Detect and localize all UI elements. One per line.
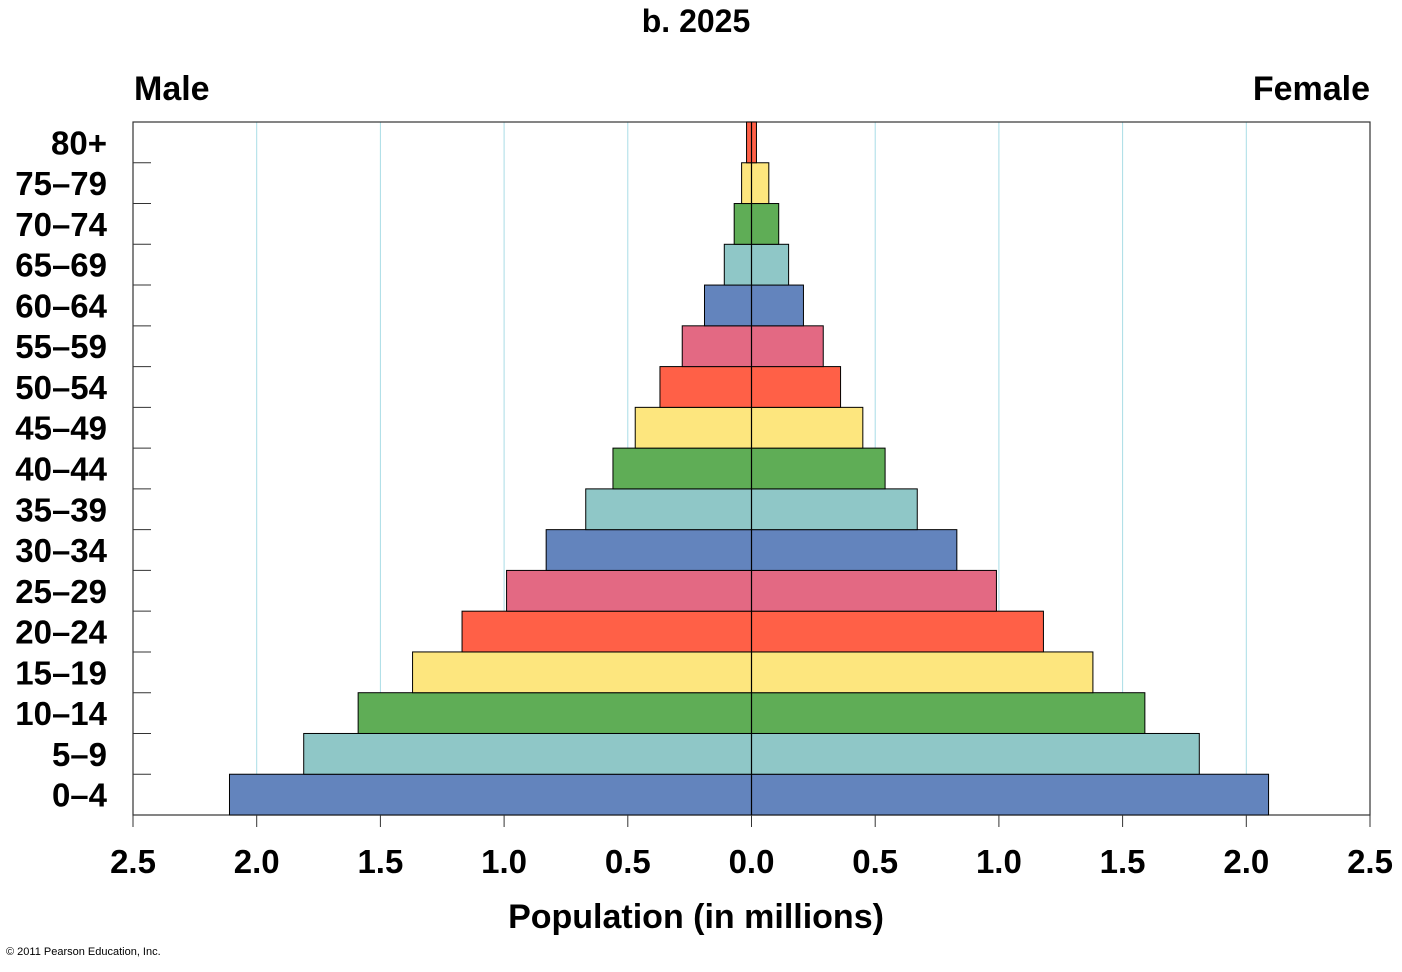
age-label: 25–29 [15,573,107,610]
bar-male-25–29 [506,569,752,612]
age-label: 30–34 [15,532,107,569]
age-label: 80+ [51,124,107,161]
x-tick-label: 2.5 [110,843,156,880]
bar-female-80+ [751,121,757,164]
age-label: 0–4 [52,777,108,814]
age-label: 70–74 [15,206,107,243]
bar-female-50–54 [751,366,842,408]
x-tick-label: 1.5 [357,843,403,880]
bar-male-10–14 [357,692,752,734]
bar-male-55–59 [681,325,753,368]
bar-female-55–59 [751,325,824,368]
bar-female-70–74 [751,203,780,245]
female-label: Female [1253,70,1370,108]
bar-female-35–39 [751,488,918,531]
bar-male-40–44 [612,447,752,490]
bar-female-15–19 [751,651,1094,694]
age-label: 65–69 [15,247,107,284]
bar-male-0–4 [228,773,752,816]
x-tick-label: 1.5 [1100,843,1146,880]
bar-male-35–39 [585,488,752,531]
age-label: 5–9 [52,736,107,773]
bar-male-5–9 [303,732,752,775]
age-label: 45–49 [15,410,107,447]
bar-male-70–74 [733,203,753,245]
age-label: 35–39 [15,491,107,528]
bar-female-30–34 [751,529,958,571]
x-tick-label: 0.0 [729,843,775,880]
bar-male-65–69 [723,243,753,286]
age-label: 75–79 [15,165,107,202]
bar-male-20–24 [461,610,752,653]
bar-female-20–24 [751,610,1044,653]
bar-male-50–54 [659,366,752,408]
age-label: 10–14 [15,695,107,732]
x-tick-label: 1.0 [481,843,527,880]
x-tick-label: 2.5 [1347,843,1393,880]
age-label: 20–24 [15,614,107,651]
bar-female-75–79 [751,162,770,205]
bar-female-60–64 [751,284,804,327]
x-axis-label: Population (in millions) [508,898,884,936]
bar-male-45–49 [634,406,752,449]
bar-female-10–14 [751,692,1146,734]
x-tick-label: 2.0 [234,843,280,880]
bar-male-15–19 [412,651,752,694]
bar-male-30–34 [545,529,753,571]
bar-female-25–29 [751,569,997,612]
bar-female-45–49 [751,406,864,449]
bar-female-5–9 [751,732,1200,775]
age-label: 55–59 [15,328,107,365]
copyright-text: © 2011 Pearson Education, Inc. [6,946,161,958]
x-tick-label: 2.0 [1223,843,1269,880]
age-label: 60–64 [15,287,107,324]
age-label: 40–44 [15,451,107,488]
x-tick-label: 0.5 [852,843,898,880]
bar-female-0–4 [751,773,1270,816]
age-label: 50–54 [15,369,107,406]
bar-female-40–44 [751,447,886,490]
bar-female-65–69 [751,243,790,286]
bar-male-75–79 [741,162,753,205]
bar-male-80+ [746,121,753,164]
chart-title: b. 2025 [642,3,751,39]
age-label: 15–19 [15,654,107,691]
bar-male-60–64 [703,284,753,327]
male-label: Male [134,70,210,108]
x-tick-label: 0.5 [605,843,651,880]
x-tick-label: 1.0 [976,843,1022,880]
